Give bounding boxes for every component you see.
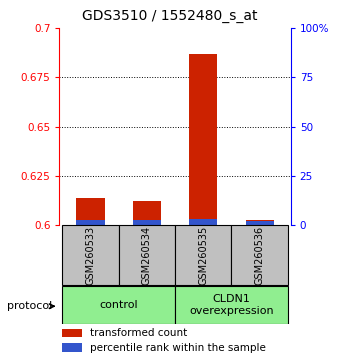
Text: GDS3510 / 1552480_s_at: GDS3510 / 1552480_s_at [82, 9, 258, 23]
Text: protocol: protocol [7, 301, 52, 311]
Bar [133, 220, 161, 225]
FancyBboxPatch shape [175, 225, 232, 285]
FancyBboxPatch shape [175, 286, 288, 324]
FancyBboxPatch shape [62, 225, 119, 285]
Text: percentile rank within the sample: percentile rank within the sample [90, 343, 266, 353]
Text: transformed count: transformed count [90, 328, 187, 338]
Bar [189, 219, 217, 225]
Bar [62, 329, 82, 337]
FancyBboxPatch shape [232, 225, 288, 285]
Text: GSM260535: GSM260535 [198, 225, 208, 285]
FancyBboxPatch shape [62, 286, 175, 324]
Bar [189, 54, 217, 225]
Bar [245, 221, 274, 225]
Bar [76, 220, 105, 225]
Text: GSM260534: GSM260534 [142, 225, 152, 285]
Bar [76, 198, 105, 225]
Text: GSM260536: GSM260536 [255, 225, 265, 285]
Text: CLDN1
overexpression: CLDN1 overexpression [189, 294, 274, 316]
FancyBboxPatch shape [119, 225, 175, 285]
Bar [245, 220, 274, 225]
Bar [62, 343, 82, 352]
Text: GSM260533: GSM260533 [86, 225, 96, 285]
Bar [133, 201, 161, 225]
Text: control: control [99, 300, 138, 310]
